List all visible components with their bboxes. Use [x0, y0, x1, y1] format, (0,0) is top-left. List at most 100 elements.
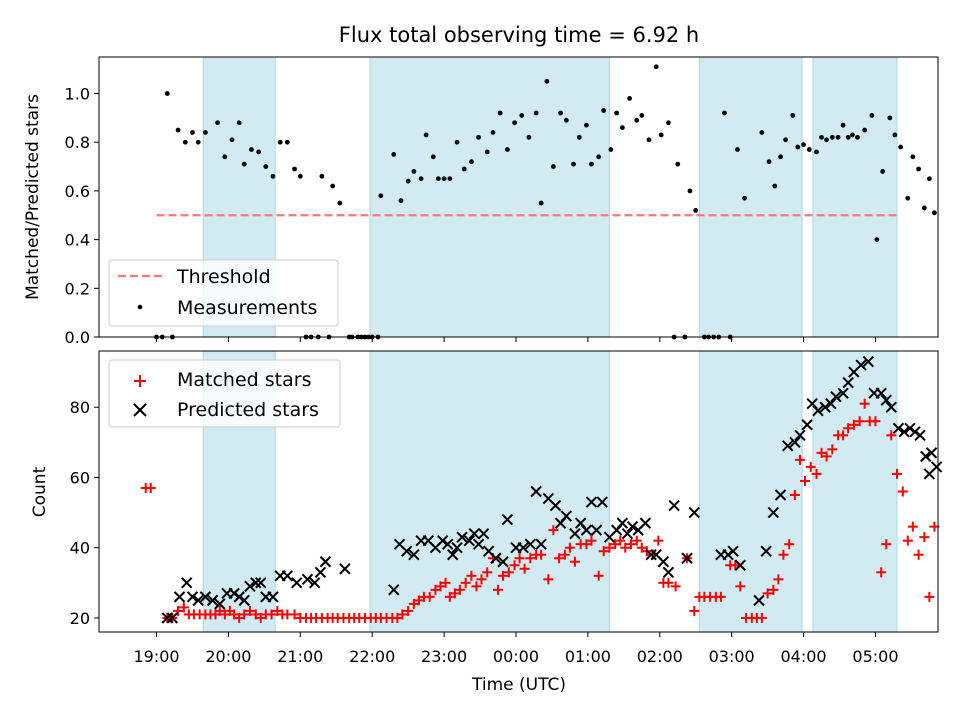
- measurement-point: [497, 110, 503, 116]
- measurement-point: [447, 176, 453, 182]
- predicted-star-point: [186, 591, 199, 603]
- matched-star-point: [789, 490, 800, 501]
- measurement-point: [634, 117, 640, 123]
- measurement-point: [222, 154, 228, 160]
- predicted-star-point: [590, 524, 603, 536]
- measurement-point: [742, 195, 748, 201]
- measurement-point: [596, 154, 602, 160]
- matched-star-point: [460, 577, 471, 588]
- matched-star-point: [670, 581, 681, 592]
- measurement-point: [430, 154, 436, 160]
- matched-star-point: [424, 591, 435, 602]
- bottom-panel-frame: [98, 350, 939, 633]
- predicted-star-point: [524, 538, 537, 550]
- predicted-star-point: [830, 390, 842, 403]
- matched-star-point: [689, 605, 700, 616]
- matched-star-point: [913, 549, 924, 560]
- measurement-point: [910, 154, 916, 160]
- matched-star-point: [554, 553, 565, 564]
- predicted-star-point: [388, 584, 400, 596]
- matched-star-point: [229, 609, 240, 620]
- predicted-star-point: [206, 594, 219, 607]
- matched-star-point: [907, 521, 918, 532]
- measurement-point: [880, 169, 886, 174]
- predicted-star-point: [657, 556, 670, 568]
- predicted-star-point: [626, 520, 639, 533]
- matched-star-point: [715, 591, 726, 602]
- predicted-star-point: [801, 419, 813, 431]
- matched-star-point: [408, 598, 419, 609]
- predicted-star-point: [812, 405, 824, 417]
- measurement-point: [249, 147, 254, 152]
- matched-star-point: [471, 581, 482, 592]
- shaded-interval: [369, 56, 610, 338]
- predicted-star-point: [535, 538, 547, 550]
- x-tick-label: 01:00: [565, 647, 611, 666]
- predicted-star-point: [753, 594, 765, 607]
- predicted-star-point: [228, 587, 240, 600]
- measurement-point: [835, 134, 841, 140]
- matched-star-point: [827, 444, 838, 455]
- top-panel-legend-box: [108, 259, 339, 327]
- measurement-point: [215, 120, 221, 126]
- y-tick-label: 0.6: [65, 182, 90, 201]
- predicted-star-point: [596, 496, 608, 508]
- measurement-point: [256, 149, 262, 155]
- predicted-star-point: [734, 559, 746, 571]
- predicted-star-point: [517, 541, 529, 554]
- measurement-point: [435, 176, 441, 182]
- matched-star-point: [821, 451, 832, 462]
- matched-star-point: [799, 475, 810, 486]
- y-tick-label: 0.2: [65, 279, 90, 298]
- measurement-point: [297, 173, 303, 179]
- measurement-point: [476, 134, 481, 140]
- predicted-star-point: [181, 577, 193, 589]
- matched-star-point: [548, 525, 559, 536]
- measurement-point: [203, 130, 208, 135]
- predicted-star-point: [463, 534, 475, 547]
- predicted-star-point: [501, 513, 514, 526]
- x-tick-label: 02:00: [637, 647, 683, 666]
- matched-stars-points: [140, 398, 940, 623]
- x-tick-label: 20:00: [205, 647, 251, 666]
- predicted-star-point: [281, 570, 294, 582]
- measurement-point: [862, 127, 868, 133]
- measurement-point: [330, 183, 336, 189]
- legend-predicted-swatch: [133, 403, 147, 417]
- measurement-point: [675, 161, 681, 167]
- predicted-star-point: [668, 499, 680, 512]
- bottom-panel-y-axis-label: Count: [30, 466, 50, 517]
- predicted-star-point: [898, 426, 910, 438]
- top-panel-y-axis-label: Matched/Predicted stars: [23, 94, 43, 300]
- predicted-star-point: [173, 591, 186, 603]
- top-panel-x-ticks: [156, 337, 876, 342]
- measurement-point: [840, 122, 846, 128]
- legend-matched-label: Matched stars: [177, 369, 311, 391]
- predicted-star-point: [722, 549, 734, 561]
- measurement-point: [398, 198, 404, 204]
- measurement-point: [735, 147, 740, 152]
- bottom-panel-y-ticks: 20 40 60 80: [70, 398, 99, 628]
- measurement-point: [687, 188, 693, 194]
- measurement-point: [504, 147, 510, 152]
- matched-star-point: [569, 556, 580, 567]
- matched-star-point: [730, 560, 741, 571]
- predicted-star-point: [855, 359, 867, 371]
- predicted-star-point: [585, 496, 598, 508]
- measurement-point: [164, 91, 170, 96]
- matched-star-point: [239, 609, 250, 620]
- measurement-point: [845, 134, 851, 140]
- measurement-point: [263, 164, 269, 169]
- matched-star-point: [854, 416, 865, 427]
- measurement-point: [887, 115, 893, 121]
- matched-star-point: [266, 609, 277, 620]
- matched-star-point: [762, 588, 773, 599]
- predicted-star-point: [490, 552, 502, 564]
- measurement-point: [608, 147, 614, 152]
- measurement-point: [722, 110, 727, 116]
- matched-star-point: [773, 574, 784, 585]
- measurement-point: [584, 122, 589, 128]
- measurement-point: [658, 132, 664, 138]
- measurement-point: [778, 154, 783, 160]
- matched-star-point: [859, 398, 870, 409]
